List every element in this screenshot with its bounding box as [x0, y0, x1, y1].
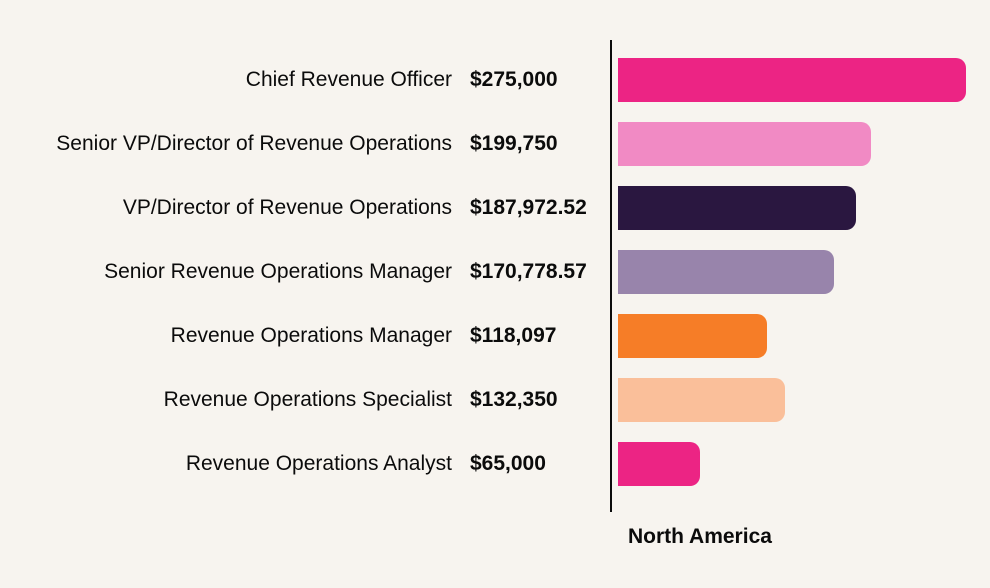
chart-row: Revenue Operations Specialist$132,350: [0, 368, 990, 432]
bar: [618, 58, 966, 102]
bar: [618, 122, 871, 166]
bar-track: [618, 48, 990, 112]
role-label: Revenue Operations Analyst: [0, 452, 470, 476]
chart-row: VP/Director of Revenue Operations$187,97…: [0, 176, 990, 240]
salary-value: $132,350: [470, 388, 600, 412]
salary-value: $199,750: [470, 132, 600, 156]
bar-track: [618, 432, 990, 496]
axis-spacer: [600, 240, 618, 304]
bar: [618, 314, 767, 358]
salary-value: $65,000: [470, 452, 600, 476]
bar: [618, 250, 834, 294]
chart-row: Revenue Operations Manager$118,097: [0, 304, 990, 368]
role-label: VP/Director of Revenue Operations: [0, 196, 470, 220]
chart-row: Chief Revenue Officer$275,000: [0, 48, 990, 112]
region-label: North America: [628, 525, 772, 549]
chart-row: Senior VP/Director of Revenue Operations…: [0, 112, 990, 176]
bar: [618, 378, 785, 422]
salary-bar-chart: Chief Revenue Officer$275,000Senior VP/D…: [0, 48, 990, 496]
salary-value: $170,778.57: [470, 260, 600, 284]
salary-value: $118,097: [470, 324, 600, 348]
role-label: Revenue Operations Specialist: [0, 388, 470, 412]
role-label: Revenue Operations Manager: [0, 324, 470, 348]
salary-value: $275,000: [470, 68, 600, 92]
bar: [618, 186, 856, 230]
axis-spacer: [600, 304, 618, 368]
salary-value: $187,972.52: [470, 196, 600, 220]
bar-track: [618, 240, 990, 304]
role-label: Chief Revenue Officer: [0, 68, 470, 92]
bar-track: [618, 176, 990, 240]
role-label: Senior VP/Director of Revenue Operations: [0, 132, 470, 156]
axis-spacer: [600, 432, 618, 496]
axis-spacer: [600, 176, 618, 240]
bar-track: [618, 112, 990, 176]
chart-row: Revenue Operations Analyst$65,000: [0, 432, 990, 496]
axis-spacer: [600, 368, 618, 432]
axis-spacer: [600, 48, 618, 112]
role-label: Senior Revenue Operations Manager: [0, 260, 470, 284]
bar-track: [618, 304, 990, 368]
bar: [618, 442, 700, 486]
bar-track: [618, 368, 990, 432]
chart-row: Senior Revenue Operations Manager$170,77…: [0, 240, 990, 304]
axis-spacer: [600, 112, 618, 176]
